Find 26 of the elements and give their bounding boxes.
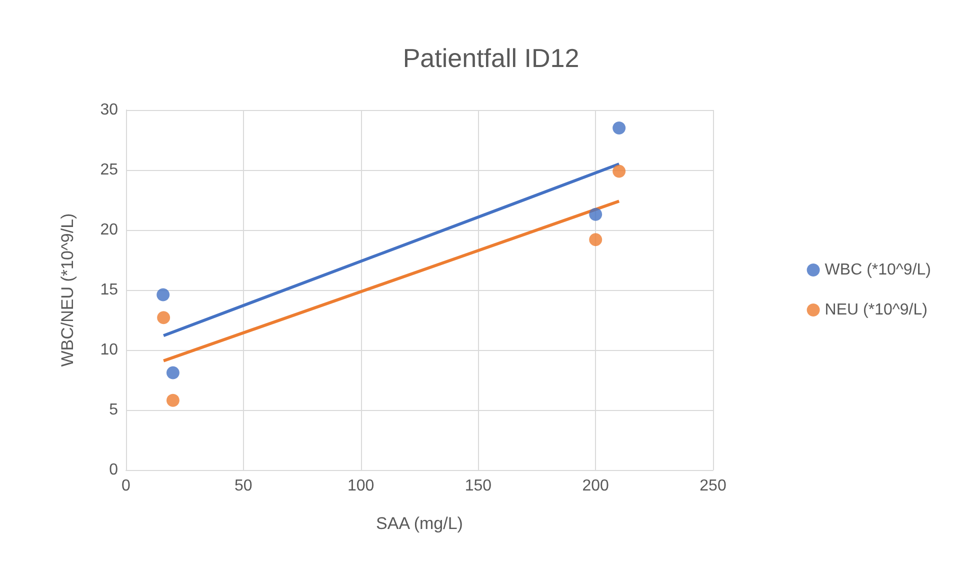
point — [612, 164, 626, 178]
x-tick-label: 0 — [122, 478, 131, 494]
y-tick-label: 0 — [109, 462, 118, 478]
x-axis-title: SAA (mg/L) — [376, 514, 463, 533]
x-tick-label: 200 — [582, 478, 610, 494]
y-tick-label: 5 — [109, 402, 118, 418]
point — [589, 208, 602, 221]
point — [166, 394, 180, 407]
point — [589, 233, 602, 246]
point — [156, 288, 170, 302]
y-tick-label: 20 — [100, 222, 118, 238]
point — [157, 311, 170, 324]
y-tick-label: 25 — [100, 162, 118, 178]
x-tick-label: 50 — [234, 478, 252, 494]
point — [612, 122, 626, 134]
legend-label: WBC (*10^9/L) — [824, 262, 931, 278]
chart-title: Patientfall ID12 — [402, 43, 580, 73]
point — [166, 366, 180, 380]
y-axis-title: WBC/NEU (*10^9/L) — [58, 213, 77, 367]
y-tick-label: 30 — [100, 102, 118, 118]
x-tick-label: 250 — [700, 478, 726, 494]
x-tick-label: 150 — [464, 478, 492, 494]
y-tick-label: 15 — [100, 282, 118, 298]
y-tick-label: 10 — [100, 342, 118, 358]
legend-label: NEU (*10^9/L) — [824, 302, 928, 318]
x-tick-label: 100 — [347, 478, 374, 494]
